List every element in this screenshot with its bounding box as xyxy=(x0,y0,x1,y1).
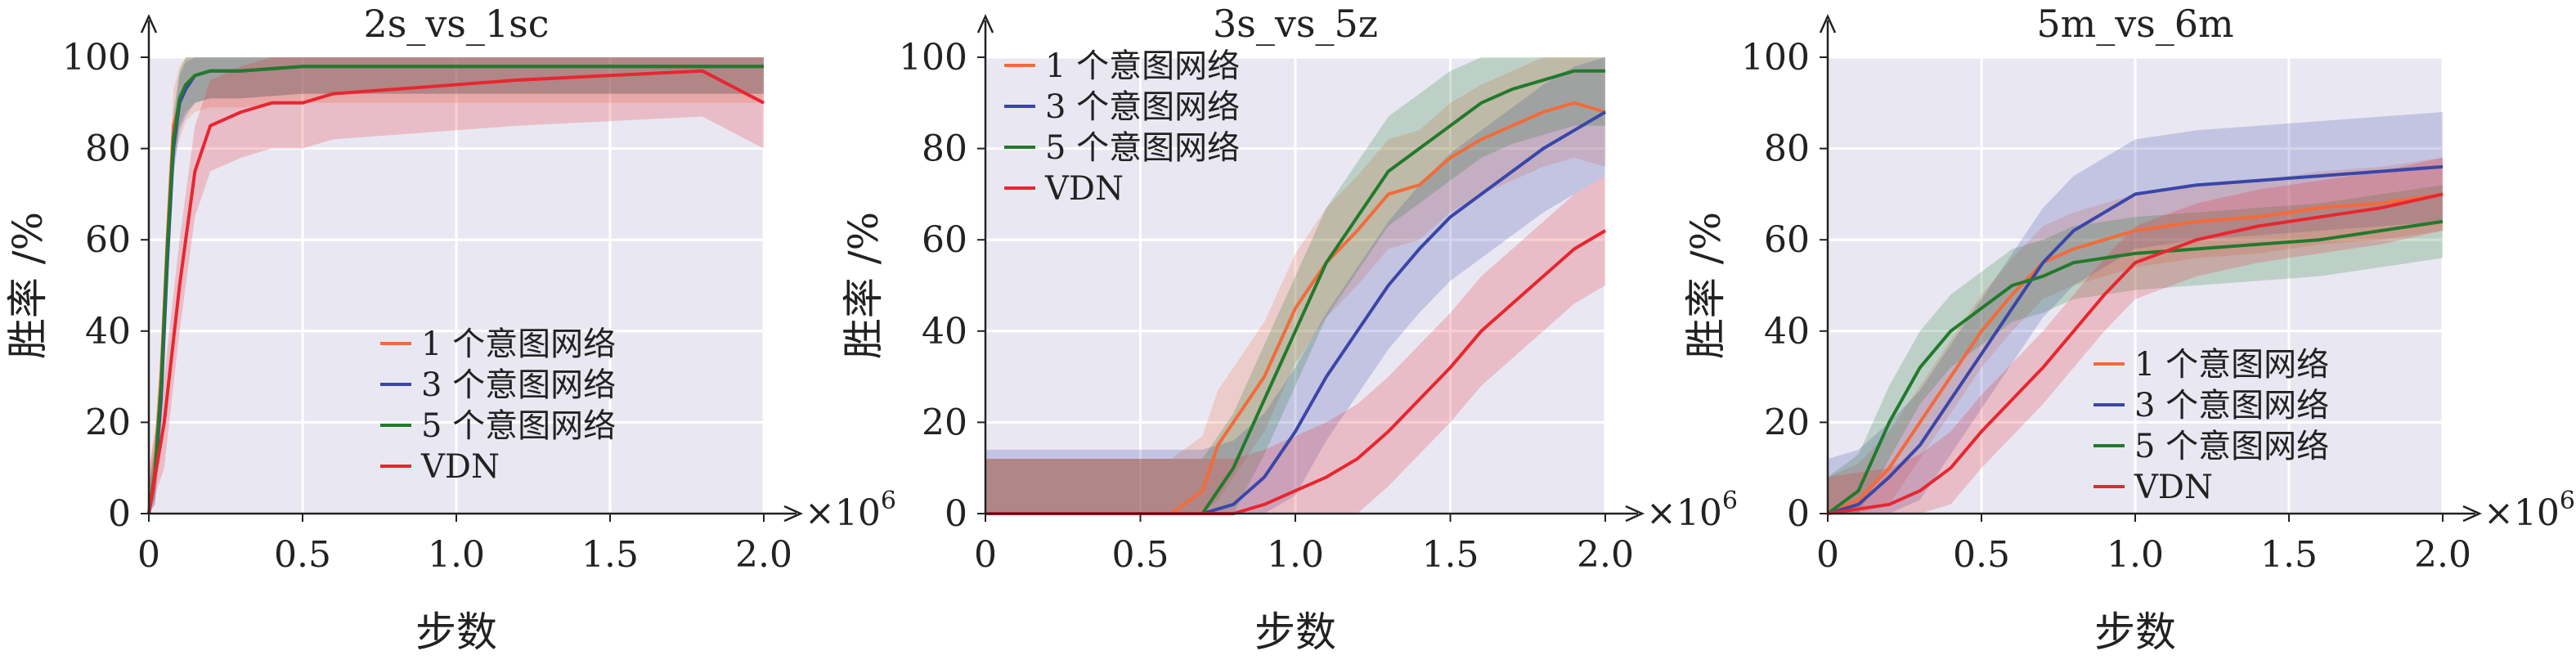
chart-title: 5m_vs_6m xyxy=(2036,2,2233,46)
series-band-4 xyxy=(985,176,1605,514)
y-tick-label: 40 xyxy=(922,311,967,352)
legend-entry: VDN xyxy=(2134,469,2213,506)
y-tick-label: 0 xyxy=(945,493,967,535)
chart-panel-3: 0 0.5 1.0 1.5 2.0 0 20 40 60 80 100 ×106 5m_vs_6m 步数 胜… xyxy=(1682,2,2575,656)
x-tick-label: 1.0 xyxy=(428,534,485,576)
series-line-3 xyxy=(985,69,1605,515)
chart-panel-2: 0 0.5 1.0 1.5 2.0 0 20 40 60 80 100 ×106 3s_vs_5z 步数 胜… xyxy=(840,2,1738,656)
legend-entry: 3 个意图网络 xyxy=(421,366,616,404)
x-tick-label: 0.5 xyxy=(274,534,331,576)
y-tick-label: 100 xyxy=(899,37,967,79)
y-axis-arrow xyxy=(140,13,158,34)
x-exponent-label: ×106 xyxy=(2484,487,2575,534)
legend-entry: 1 个意图网络 xyxy=(421,326,616,363)
series-line-3 xyxy=(147,65,764,514)
x-axis-arrow xyxy=(783,505,804,523)
x-tick-label: 0 xyxy=(974,534,997,576)
legend-entry: 5 个意图网络 xyxy=(1045,129,1240,167)
x-tick-label: 1.5 xyxy=(2260,534,2318,576)
series-line-2 xyxy=(1827,164,2444,515)
chart-title: 2s_vs_1sc xyxy=(363,2,549,46)
x-axis-label: 步数 xyxy=(2094,608,2176,656)
series-band-2 xyxy=(985,57,1605,514)
series-line-1 xyxy=(985,101,1606,515)
y-tick-label: 100 xyxy=(62,37,131,79)
y-tick-label: 80 xyxy=(922,128,967,170)
legend-entry: 5 个意图网络 xyxy=(2134,428,2329,465)
x-exponent-label: ×106 xyxy=(1646,487,1738,534)
series-band-4 xyxy=(1828,157,2443,514)
y-axis-label: 胜率 /% xyxy=(4,212,52,359)
y-axis-arrow xyxy=(976,13,994,34)
legend-entry: 3 个意图网络 xyxy=(2134,387,2329,424)
legend-entry: 1 个意图网络 xyxy=(1045,47,1240,85)
y-tick-label: 100 xyxy=(1741,37,1810,79)
x-tick-label: 1.5 xyxy=(581,534,639,576)
x-axis-label: 步数 xyxy=(415,608,497,656)
y-axis-label: 胜率 /% xyxy=(1682,212,1730,359)
y-tick-label: 20 xyxy=(922,402,967,443)
series-band-1 xyxy=(985,57,1605,514)
y-tick-label: 20 xyxy=(85,402,131,443)
x-tick-label: 0 xyxy=(137,534,160,576)
x-tick-label: 1.5 xyxy=(1422,534,1479,576)
x-axis-label: 步数 xyxy=(1254,608,1336,656)
x-tick-label: 1.0 xyxy=(1267,534,1324,576)
legend-entry: 5 个意图网络 xyxy=(421,407,616,445)
x-tick-label: 2.0 xyxy=(2414,534,2471,576)
chart-panel-1: 0 0.5 1.0 1.5 2.0 0 20 40 60 80 100 ×106 2s_vs_1sc 步数… xyxy=(4,2,896,656)
series-band-3 xyxy=(985,57,1605,514)
x-tick-label: 2.0 xyxy=(735,534,792,576)
y-tick-label: 0 xyxy=(1787,493,1810,535)
y-tick-label: 60 xyxy=(85,219,131,261)
y-tick-label: 20 xyxy=(1764,402,1810,443)
x-tick-label: 1.0 xyxy=(2107,534,2164,576)
x-tick-label: 2.0 xyxy=(1577,534,1634,576)
series-line-1 xyxy=(1827,192,2444,515)
legend-entry: VDN xyxy=(420,448,500,486)
chart-title: 3s_vs_5z xyxy=(1213,2,1378,46)
series-band-4 xyxy=(149,57,764,514)
y-tick-label: 60 xyxy=(922,219,967,261)
legend-entry: 1 个意图网络 xyxy=(2134,346,2329,384)
series-line-3 xyxy=(1826,219,2444,515)
series-line-2 xyxy=(985,110,1607,515)
x-exponent-label: ×106 xyxy=(805,487,896,534)
x-tick-label: 0.5 xyxy=(1953,534,2010,576)
legend-entry: 3 个意图网络 xyxy=(1045,88,1240,126)
series-band-1 xyxy=(1828,157,2443,514)
y-axis-label: 胜率 /% xyxy=(840,212,887,359)
legend-entry: VDN xyxy=(1044,170,1124,208)
y-tick-label: 60 xyxy=(1764,219,1810,261)
y-tick-label: 0 xyxy=(108,493,131,535)
series-band-3 xyxy=(1828,185,2443,514)
y-tick-label: 40 xyxy=(1764,311,1810,352)
series-line-4 xyxy=(147,69,765,514)
series-line-4 xyxy=(985,229,1607,515)
x-axis-arrow xyxy=(2462,505,2483,523)
x-tick-label: 0.5 xyxy=(1112,534,1169,576)
y-tick-label: 80 xyxy=(85,128,131,170)
y-tick-label: 40 xyxy=(85,311,131,352)
y-tick-label: 80 xyxy=(1764,128,1810,170)
x-tick-label: 0 xyxy=(1816,534,1839,576)
x-axis-arrow xyxy=(1625,505,1645,523)
series-line-4 xyxy=(1827,192,2444,515)
series-band-1 xyxy=(149,57,764,514)
y-axis-arrow xyxy=(1819,13,1837,34)
